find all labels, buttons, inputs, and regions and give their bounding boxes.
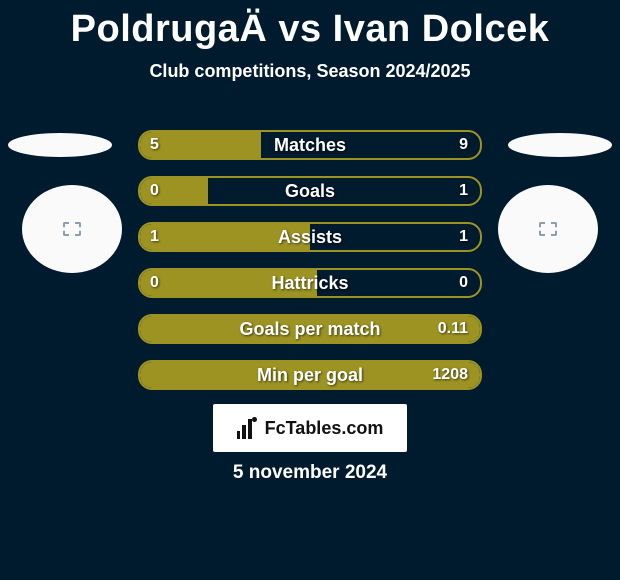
- stat-right-value: 1: [459, 224, 468, 250]
- stat-right-value: 0.11: [438, 316, 468, 342]
- subtitle: Club competitions, Season 2024/2025: [0, 61, 620, 82]
- stat-label: Goals per match: [140, 316, 480, 342]
- stat-label: Matches: [140, 132, 480, 158]
- right-oval: [508, 133, 612, 157]
- logo-text: FcTables.com: [265, 418, 384, 439]
- stat-label: Goals: [140, 178, 480, 204]
- site-logo: FcTables.com: [213, 404, 407, 452]
- stat-right-value: 9: [459, 132, 468, 158]
- stat-bar: 0Goals1: [138, 176, 482, 206]
- placeholder-icon: [539, 222, 557, 236]
- page-title: PoldrugaÄ vs Ivan Dolcek: [0, 8, 620, 51]
- placeholder-icon: [63, 222, 81, 236]
- stat-bar: 5Matches9: [138, 130, 482, 160]
- comparison-infographic: PoldrugaÄ vs Ivan Dolcek Club competitio…: [0, 8, 620, 580]
- stat-label: Min per goal: [140, 362, 480, 388]
- right-avatar-circle: [498, 185, 598, 273]
- left-oval: [8, 133, 112, 157]
- stat-right-value: 1: [459, 178, 468, 204]
- stat-right-value: 1208: [432, 362, 468, 388]
- stat-label: Hattricks: [140, 270, 480, 296]
- date-label: 5 november 2024: [0, 462, 620, 484]
- stat-bar: 0Hattricks0: [138, 268, 482, 298]
- stat-bar: Goals per match0.11: [138, 314, 482, 344]
- stats-bars: 5Matches90Goals11Assists10Hattricks0Goal…: [138, 130, 482, 406]
- stat-bar: Min per goal1208: [138, 360, 482, 390]
- stat-bar: 1Assists1: [138, 222, 482, 252]
- stat-right-value: 0: [459, 270, 468, 296]
- left-avatar-circle: [22, 185, 122, 273]
- stat-label: Assists: [140, 224, 480, 250]
- bar-chart-icon: [237, 417, 259, 439]
